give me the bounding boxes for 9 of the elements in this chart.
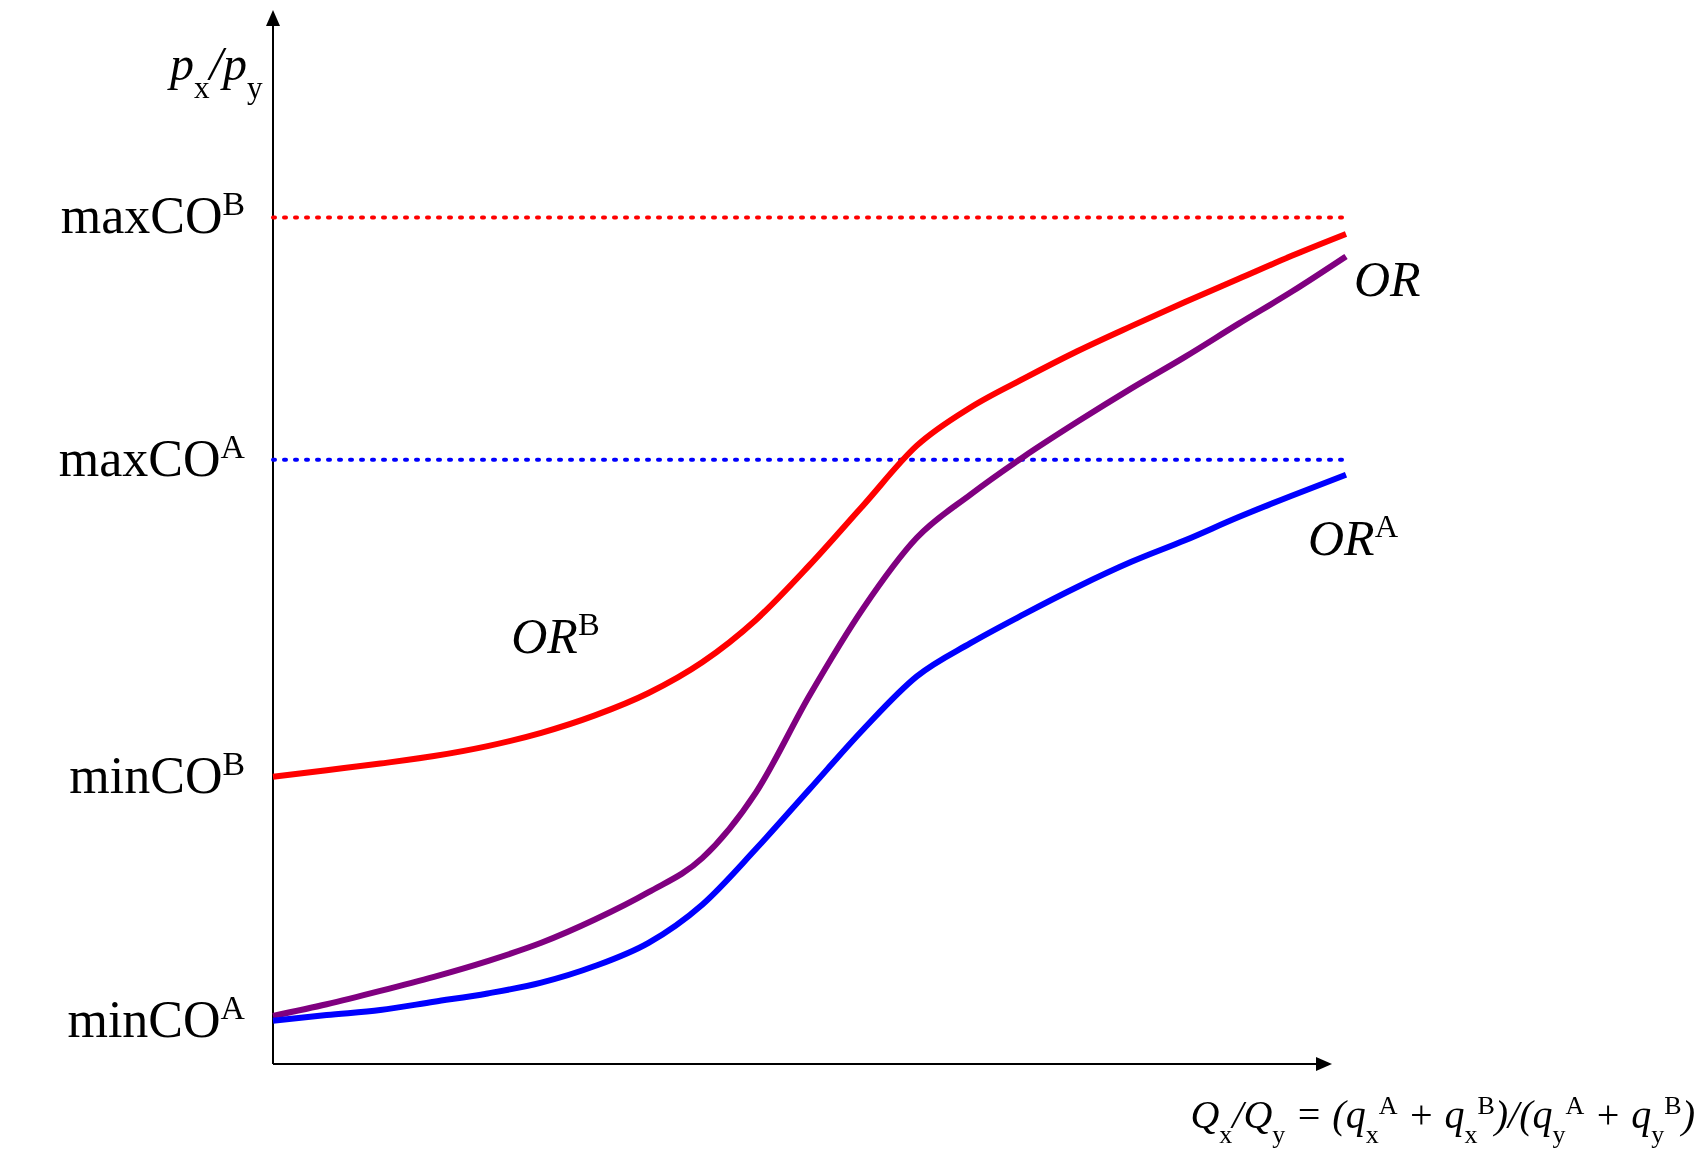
text: minCO$^{A}$ [67, 988, 246, 1048]
series-label: OR [1354, 251, 1421, 308]
text: Q$_{x}$/Q$_{y}$ = (q$_{x}$$^{A}$ + q$_{x}$$^{B}$)/(q$_{y}$$^{A}$ + q$_{y}$$^{B}$) [1190, 1090, 1695, 1149]
y-axis-title: p$_{x}$/p$_{y}$ [167, 37, 263, 105]
ref-line-label: maxCO$^{B}$ [60, 184, 245, 245]
series-label: OR$^{A}$ [1308, 507, 1399, 566]
ref-line-label: maxCO$^{A}$ [58, 427, 246, 487]
text: minCO$^{B}$ [69, 744, 245, 804]
series-label: OR$^{B}$ [511, 605, 600, 664]
